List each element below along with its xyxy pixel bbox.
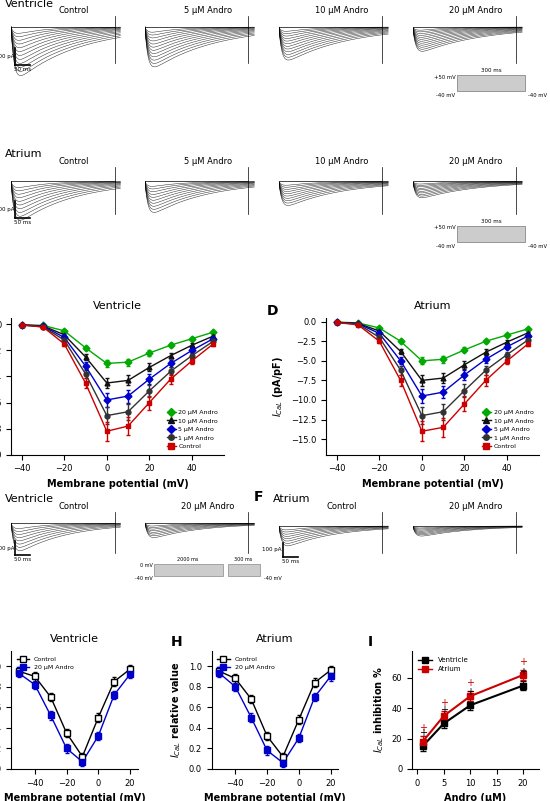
Text: +: + xyxy=(419,723,427,734)
Y-axis label: $I_{CaL}$ relative value: $I_{CaL}$ relative value xyxy=(169,662,183,758)
Text: 50 ms: 50 ms xyxy=(14,67,31,72)
Text: Control: Control xyxy=(59,157,90,166)
Text: +: + xyxy=(519,667,527,677)
Text: 20 μM Andro: 20 μM Andro xyxy=(449,6,503,15)
Legend: 20 μM Andro, 10 μM Andro, 5 μM Andro, 1 μM Andro, Control: 20 μM Andro, 10 μM Andro, 5 μM Andro, 1 … xyxy=(479,407,536,452)
Text: 5 μM Andro: 5 μM Andro xyxy=(184,6,232,15)
Text: 50 ms: 50 ms xyxy=(14,220,31,225)
Legend: Ventricle, Atrium: Ventricle, Atrium xyxy=(416,654,471,675)
X-axis label: Membrane potential (mV): Membrane potential (mV) xyxy=(204,793,346,801)
Text: +: + xyxy=(440,705,448,715)
Text: 50 ms: 50 ms xyxy=(282,559,299,564)
Text: Control: Control xyxy=(327,502,357,512)
Y-axis label: $I_{CaL}$ inhibition %: $I_{CaL}$ inhibition % xyxy=(372,666,386,753)
Text: Ventricle: Ventricle xyxy=(5,494,54,504)
Text: D: D xyxy=(267,304,278,318)
Text: H: H xyxy=(171,635,183,649)
Text: 50 ms: 50 ms xyxy=(14,557,31,562)
Text: 10 μM Andro: 10 μM Andro xyxy=(315,6,368,15)
Text: I: I xyxy=(367,635,373,649)
Text: +: + xyxy=(440,698,448,707)
Title: Ventricle: Ventricle xyxy=(93,301,142,312)
Text: Atrium: Atrium xyxy=(5,150,42,159)
Text: Control: Control xyxy=(59,6,90,15)
Title: Atrium: Atrium xyxy=(414,301,452,312)
Title: Atrium: Atrium xyxy=(256,634,294,644)
X-axis label: Membrane potential (mV): Membrane potential (mV) xyxy=(47,479,188,489)
Text: 10 μM Andro: 10 μM Andro xyxy=(315,157,368,166)
Text: 100 pA: 100 pA xyxy=(262,547,282,553)
Legend: Control, 20 μM Andro: Control, 20 μM Andro xyxy=(214,654,277,673)
Text: Ventricle: Ventricle xyxy=(5,0,54,9)
Text: +: + xyxy=(466,687,474,697)
Y-axis label: $I_{CaL}$ (pA/pF): $I_{CaL}$ (pA/pF) xyxy=(272,356,285,417)
Text: 100 pA: 100 pA xyxy=(0,207,14,212)
Text: 100 pA: 100 pA xyxy=(0,54,14,58)
Text: Control: Control xyxy=(59,502,90,512)
X-axis label: Andro (μM): Andro (μM) xyxy=(444,793,507,801)
Text: F: F xyxy=(254,490,263,504)
Text: +: + xyxy=(466,678,474,688)
Title: Ventricle: Ventricle xyxy=(50,634,99,644)
X-axis label: Membrane potential (mV): Membrane potential (mV) xyxy=(362,479,503,489)
Text: 100 pA: 100 pA xyxy=(0,545,14,550)
Text: 20 μM Andro: 20 μM Andro xyxy=(182,502,235,512)
Text: +: + xyxy=(519,657,527,666)
Text: Atrium: Atrium xyxy=(272,494,310,504)
Text: 20 μM Andro: 20 μM Andro xyxy=(449,502,503,512)
Text: 20 μM Andro: 20 μM Andro xyxy=(449,157,503,166)
Text: 5 μM Andro: 5 μM Andro xyxy=(184,157,232,166)
Text: +: + xyxy=(419,728,427,738)
Legend: Control, 20 μM Andro: Control, 20 μM Andro xyxy=(14,654,76,673)
X-axis label: Membrane potential (mV): Membrane potential (mV) xyxy=(4,793,145,801)
Legend: 20 μM Andro, 10 μM Andro, 5 μM Andro, 1 μM Andro, Control: 20 μM Andro, 10 μM Andro, 5 μM Andro, 1 … xyxy=(164,407,221,452)
